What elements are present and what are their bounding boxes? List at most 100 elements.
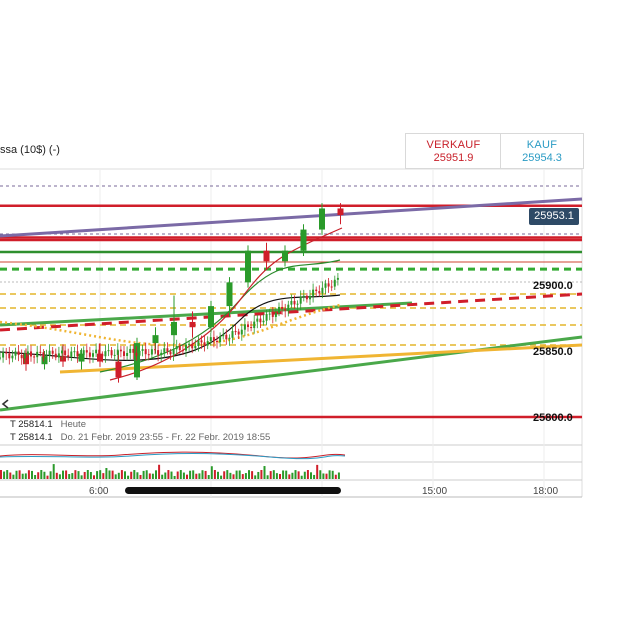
volume-bar — [254, 475, 257, 479]
sell-quote-button[interactable]: VERKAUF 25951.9 — [405, 133, 501, 169]
volume-bar — [6, 470, 9, 479]
candle-body — [97, 353, 103, 362]
volume-bar — [331, 470, 334, 479]
volume-bar — [86, 470, 89, 479]
volume-bar — [244, 473, 247, 479]
candle-body — [0, 357, 1, 359]
candle-body — [115, 361, 122, 378]
candle-body — [78, 353, 85, 362]
sell-label: VERKAUF — [426, 139, 481, 151]
candle-body — [82, 350, 85, 356]
volume-bar — [74, 470, 77, 479]
volume-bar — [40, 470, 43, 479]
volume-bar — [117, 472, 120, 479]
candle-body — [23, 353, 29, 365]
candle-body — [284, 309, 287, 311]
volume-bar — [71, 473, 74, 479]
volume-bar — [12, 474, 15, 479]
candle-body — [85, 350, 88, 353]
volume-bar — [272, 470, 275, 479]
volume-bar — [263, 466, 266, 479]
candle-body — [14, 351, 17, 356]
candle-body — [256, 318, 259, 322]
volume-bar — [158, 464, 161, 479]
candle-body — [189, 321, 196, 328]
trend-line — [0, 301, 413, 327]
volume-bar — [275, 473, 278, 479]
candle-body — [253, 321, 256, 329]
volume-bar — [297, 471, 300, 479]
volume-bar — [68, 474, 71, 479]
volume-bar — [46, 475, 49, 479]
volume-bar — [161, 474, 164, 479]
volume-bar — [291, 472, 294, 479]
volume-bar — [229, 472, 232, 479]
trend-line — [0, 335, 583, 412]
candle-body — [240, 329, 243, 335]
candle-body — [178, 345, 181, 351]
volume-bar — [148, 473, 151, 479]
volume-bar — [170, 471, 173, 479]
volume-bar — [285, 470, 288, 479]
volume-bar — [31, 470, 33, 479]
volume-bar — [145, 470, 148, 479]
volume-bar — [21, 473, 24, 479]
oscillator-line — [0, 451, 346, 459]
volume-bar — [65, 470, 68, 479]
candle-body — [169, 351, 172, 355]
volume-bar — [217, 471, 219, 479]
candle-body — [61, 350, 63, 354]
volume-bar — [136, 472, 139, 479]
candle-body — [76, 351, 79, 357]
volume-bar — [198, 473, 201, 479]
info-text: Heute — [60, 419, 86, 430]
candle-body — [60, 356, 66, 362]
moving-average — [0, 294, 341, 361]
candle-body — [150, 349, 153, 355]
volume-bar — [124, 471, 126, 479]
volume-bar — [319, 470, 322, 479]
volume-bar — [80, 475, 83, 479]
candle-body — [208, 306, 214, 328]
candle-body — [160, 352, 163, 356]
volume-bar — [62, 470, 64, 479]
candle-body — [225, 334, 228, 340]
scroll-handle[interactable] — [125, 487, 341, 494]
trend-line — [59, 343, 583, 374]
candle-body — [200, 340, 203, 343]
volume-bar — [235, 470, 238, 479]
volume-bar — [130, 471, 133, 479]
volume-bar — [37, 472, 40, 479]
volume-bar — [58, 474, 61, 479]
candle-body — [231, 331, 234, 338]
candle-body — [152, 335, 159, 344]
candle-body — [185, 344, 187, 351]
candle-body — [324, 283, 327, 288]
candle-body — [57, 353, 60, 358]
volume-bar — [105, 468, 108, 479]
volume-bar — [167, 470, 170, 479]
candle-body — [305, 295, 308, 300]
candle-body — [141, 349, 144, 351]
candle-body — [119, 349, 122, 352]
candle-body — [274, 312, 277, 317]
candle-body — [17, 351, 20, 356]
candle-body — [263, 250, 270, 262]
volume-bar — [303, 471, 306, 479]
volume-bar — [300, 475, 303, 479]
volume-bar — [316, 464, 319, 479]
volume-bar — [15, 470, 18, 479]
current-price-tag: 25953.1 — [529, 208, 579, 225]
chevron-left-icon[interactable] — [0, 398, 12, 410]
price-level-label: 25850.0 — [533, 346, 573, 358]
candle-body — [216, 340, 218, 343]
volume-bar — [328, 470, 331, 479]
candle-body — [245, 250, 251, 283]
volume-bar — [111, 470, 114, 479]
candle-body — [296, 303, 299, 305]
buy-quote-button[interactable]: KAUF 25954.3 — [500, 133, 584, 169]
candle-body — [268, 313, 271, 315]
candle-body — [300, 229, 307, 251]
